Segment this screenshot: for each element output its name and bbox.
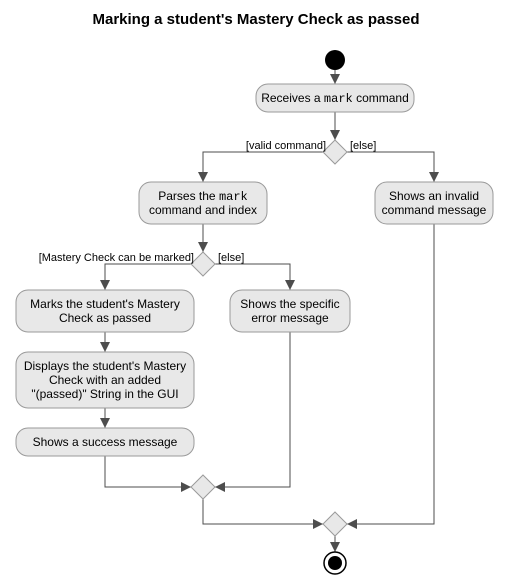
node-displays-line0: Displays the student's Mastery	[24, 359, 186, 373]
edge	[203, 152, 323, 182]
edge	[105, 456, 191, 487]
arrowhead	[100, 418, 110, 428]
arrowhead	[285, 280, 295, 290]
node-marks-line0: Marks the student's Mastery	[30, 297, 180, 311]
arrowhead	[313, 519, 323, 529]
node-specific-line0: Shows the specific	[240, 297, 339, 311]
guard-g_mc: [Mastery Check can be marked]	[39, 252, 194, 264]
arrowhead	[429, 172, 439, 182]
diagram-title: Marking a student's Mastery Check as pas…	[92, 11, 419, 28]
decision-merge2	[323, 512, 347, 536]
arrowhead	[100, 342, 110, 352]
node-success-line0: Shows a success message	[33, 435, 178, 449]
arrowhead	[215, 482, 225, 492]
edge	[215, 264, 290, 290]
node-receive-line0: Receives a mark command	[261, 91, 409, 106]
node-displays-line1: Check with an added	[49, 373, 161, 387]
edge	[347, 152, 434, 182]
node-invalid-line1: command message	[382, 203, 487, 217]
node-invalid-line0: Shows an invalid	[389, 189, 479, 203]
guard-g_else1: [else]	[350, 140, 376, 152]
arrowhead	[198, 242, 208, 252]
edge	[203, 499, 323, 524]
start-node	[325, 50, 345, 70]
guard-g_else2: [else]	[218, 252, 244, 264]
arrowhead	[330, 542, 340, 552]
arrowhead	[100, 280, 110, 290]
node-displays-line2: "(passed)" String in the GUI	[31, 387, 178, 401]
guard-g_valid: [valid command]	[246, 140, 326, 152]
arrowhead	[347, 519, 357, 529]
node-parse-line0: Parses the mark	[158, 189, 248, 204]
arrowhead	[330, 74, 340, 84]
node-parse-line1: command and index	[149, 203, 257, 217]
node-marks-line1: Check as passed	[59, 311, 151, 325]
arrowhead	[198, 172, 208, 182]
decision-d2	[191, 252, 215, 276]
decision-merge1	[191, 475, 215, 499]
edge	[105, 264, 191, 290]
node-specific-line1: error message	[251, 311, 329, 325]
edge	[215, 332, 290, 487]
decision-d1	[323, 140, 347, 164]
edge	[347, 224, 434, 524]
arrowhead	[330, 130, 340, 140]
arrowhead	[181, 482, 191, 492]
end-node-dot	[328, 556, 342, 570]
